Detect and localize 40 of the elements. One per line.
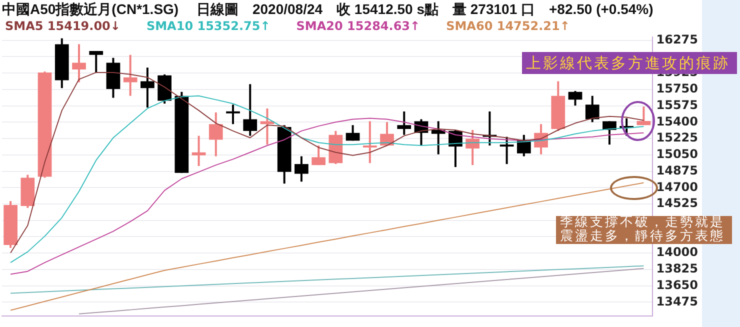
text: SMA5 15419.00↓ [5, 19, 120, 33]
candlestick [123, 54, 138, 97]
chart-title: 中國A50指數近月(CN*1.SG) 日線圖 2020/08/24 收 15412.50 s點 量 273101 口 +82.50 (+0.54%) [2, 1, 654, 19]
candlestick [192, 134, 206, 168]
text: SMA10 15352.75↑ [146, 19, 270, 33]
candlestick [140, 66, 154, 109]
text: SMA60 14752.21↑ [446, 19, 570, 33]
candlestick [585, 94, 600, 124]
y-tick-label: 14525 [656, 196, 698, 210]
y-tick-label: 15750 [656, 82, 698, 96]
candlestick [243, 83, 258, 137]
candlestick [72, 43, 86, 84]
candlestick [500, 136, 514, 166]
candlestick [260, 107, 274, 146]
candlestick [602, 120, 616, 146]
candlestick [226, 104, 240, 126]
candlestick [294, 155, 308, 183]
candlestick [208, 111, 223, 158]
y-tick-label: 16275 [656, 32, 698, 46]
y-tick-label: 15225 [656, 130, 698, 145]
text: SMA20 15284.63↑ [296, 19, 420, 33]
candlestick [431, 120, 446, 156]
candlestick [466, 128, 480, 166]
candlestick [346, 124, 360, 142]
y-tick-label: 14875 [656, 163, 698, 178]
candlestick [89, 50, 104, 74]
candlestick [568, 90, 582, 107]
y-tick-label: 13650 [656, 278, 698, 292]
candlestick [362, 120, 377, 164]
annotation: 上影線代表多方進攻的痕跡 [522, 52, 737, 74]
y-tick-label: 14700 [656, 180, 698, 194]
y-tick-label: 13825 [656, 262, 698, 276]
y-tick-label: 14000 [656, 245, 698, 260]
candlestick [312, 144, 326, 166]
y-tick-label: 15400 [656, 114, 698, 128]
y-tick-label: 15575 [656, 98, 698, 112]
y-tick-label: 15050 [656, 147, 698, 162]
y-tick-label: 13475 [656, 294, 698, 308]
candlestick [397, 110, 412, 136]
candlestick [636, 106, 651, 126]
